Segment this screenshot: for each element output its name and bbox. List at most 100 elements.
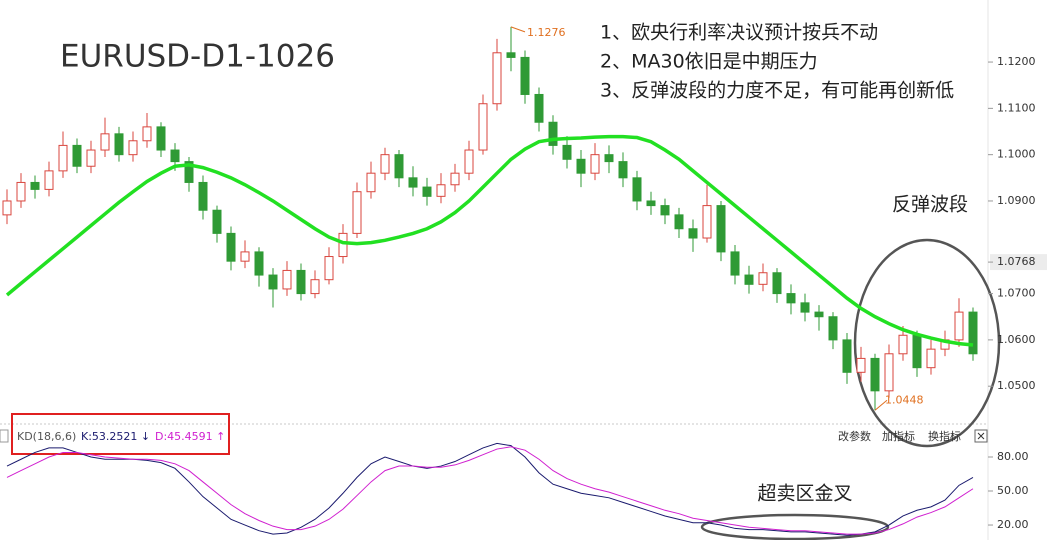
y-tick-label: 1.1200 bbox=[997, 55, 1036, 68]
candle-body bbox=[828, 316, 838, 341]
candle-body bbox=[478, 103, 488, 151]
legend-entry: K:53.2521 ↓ bbox=[81, 430, 150, 443]
candle-body bbox=[744, 274, 754, 285]
candle-body bbox=[632, 177, 642, 202]
candle-body bbox=[590, 154, 600, 174]
candle-body bbox=[800, 302, 810, 313]
candle-body bbox=[128, 140, 138, 156]
candle-body bbox=[394, 154, 404, 179]
trough-label: 1.0448 bbox=[885, 393, 924, 406]
candle-body bbox=[926, 348, 936, 369]
candle-body bbox=[170, 149, 180, 163]
y-tick-label: 1.1000 bbox=[997, 148, 1036, 161]
chart-title: EURUSD-D1-1026 bbox=[60, 39, 335, 75]
toolbar-button[interactable]: 改参数 bbox=[838, 429, 871, 443]
annotation: 反弹波段 bbox=[892, 194, 968, 216]
candle-body bbox=[2, 200, 12, 216]
note: 3、反弹波段的力度不足，有可能再创新低 bbox=[600, 80, 954, 102]
candle-body bbox=[548, 121, 558, 146]
candle-body bbox=[72, 144, 82, 167]
legend-box bbox=[11, 413, 230, 455]
candle-body bbox=[730, 251, 740, 276]
highlight-circle bbox=[700, 513, 890, 540]
candle-body bbox=[814, 311, 824, 318]
candle-body bbox=[856, 357, 866, 373]
peak-label: 1.1276 bbox=[527, 26, 566, 39]
candle-body bbox=[254, 251, 264, 276]
peak-arrow bbox=[510, 26, 526, 33]
note: 2、MA30依旧是中期压力 bbox=[600, 51, 818, 73]
candle-body bbox=[912, 334, 922, 369]
candle-body bbox=[772, 272, 782, 295]
candle-body bbox=[58, 144, 68, 172]
candle-body bbox=[758, 272, 768, 285]
candle-body bbox=[408, 177, 418, 188]
candle-body bbox=[716, 205, 726, 253]
indicator-line bbox=[6, 446, 974, 535]
candle-body bbox=[870, 357, 880, 392]
candle-body bbox=[968, 311, 978, 355]
y-tick-label: 20.00 bbox=[997, 518, 1029, 531]
candle-body bbox=[842, 339, 852, 373]
candle-body bbox=[212, 209, 222, 234]
candle-body bbox=[226, 232, 236, 262]
candle-body bbox=[576, 158, 586, 174]
candle-body bbox=[674, 214, 684, 230]
candle-body bbox=[492, 52, 502, 105]
candle-body bbox=[156, 126, 166, 151]
candle-body bbox=[352, 191, 362, 234]
collapse-button[interactable] bbox=[0, 429, 9, 443]
note: 1、欧央行利率决议预计按兵不动 bbox=[600, 22, 878, 44]
candle-body bbox=[16, 181, 26, 202]
candle-body bbox=[86, 149, 96, 167]
price-marker: 1.0768 bbox=[997, 255, 1036, 268]
toolbar-button[interactable]: 换指标 bbox=[928, 429, 961, 443]
candle-body bbox=[464, 149, 474, 174]
candle-body bbox=[44, 170, 54, 190]
candle-body bbox=[604, 154, 614, 163]
candle-body bbox=[884, 353, 894, 392]
indicator-line bbox=[6, 442, 974, 536]
candle-body bbox=[100, 133, 110, 151]
candle-body bbox=[562, 144, 572, 160]
y-tick-label: 50.00 bbox=[997, 484, 1029, 497]
candle-body bbox=[240, 251, 250, 262]
price-marker-bg bbox=[990, 254, 1047, 271]
candle-body bbox=[324, 256, 334, 281]
candle-body bbox=[898, 334, 908, 355]
candle-body bbox=[338, 232, 348, 258]
y-tick-label: 1.0900 bbox=[997, 194, 1036, 207]
legend-entry: KD(18,6,6) bbox=[17, 430, 76, 443]
candle-body bbox=[660, 205, 670, 216]
candle-body bbox=[688, 228, 698, 239]
candle-body bbox=[30, 181, 40, 190]
candle-body bbox=[954, 311, 964, 341]
candle-body bbox=[702, 205, 712, 239]
candle-body bbox=[310, 279, 320, 295]
moving-average bbox=[5, 134, 974, 347]
y-tick-label: 1.0600 bbox=[997, 333, 1036, 346]
candle-body bbox=[618, 161, 628, 179]
candle-body bbox=[114, 133, 124, 156]
candle-body bbox=[534, 93, 544, 123]
close-button[interactable] bbox=[974, 429, 988, 443]
candle-body bbox=[380, 154, 390, 174]
toolbar-button[interactable]: 加指标 bbox=[882, 429, 915, 443]
candle-body bbox=[450, 172, 460, 186]
highlight-circle bbox=[853, 238, 1001, 448]
candle-body bbox=[506, 52, 516, 58]
trough-arrow bbox=[874, 399, 888, 411]
candle-body bbox=[366, 172, 376, 193]
y-tick-label: 1.0500 bbox=[997, 379, 1036, 392]
candle-body bbox=[184, 161, 194, 183]
y-tick-label: 1.1100 bbox=[997, 101, 1036, 114]
annotation: 超卖区金叉 bbox=[757, 483, 852, 505]
y-tick-label: 80.00 bbox=[997, 450, 1029, 463]
candle-body bbox=[142, 126, 152, 142]
candle-body bbox=[786, 293, 796, 304]
candle-body bbox=[296, 269, 306, 295]
legend-entry: D:45.4591 ↑ bbox=[155, 430, 225, 443]
candle-body bbox=[520, 56, 530, 95]
candle-body bbox=[436, 184, 446, 197]
